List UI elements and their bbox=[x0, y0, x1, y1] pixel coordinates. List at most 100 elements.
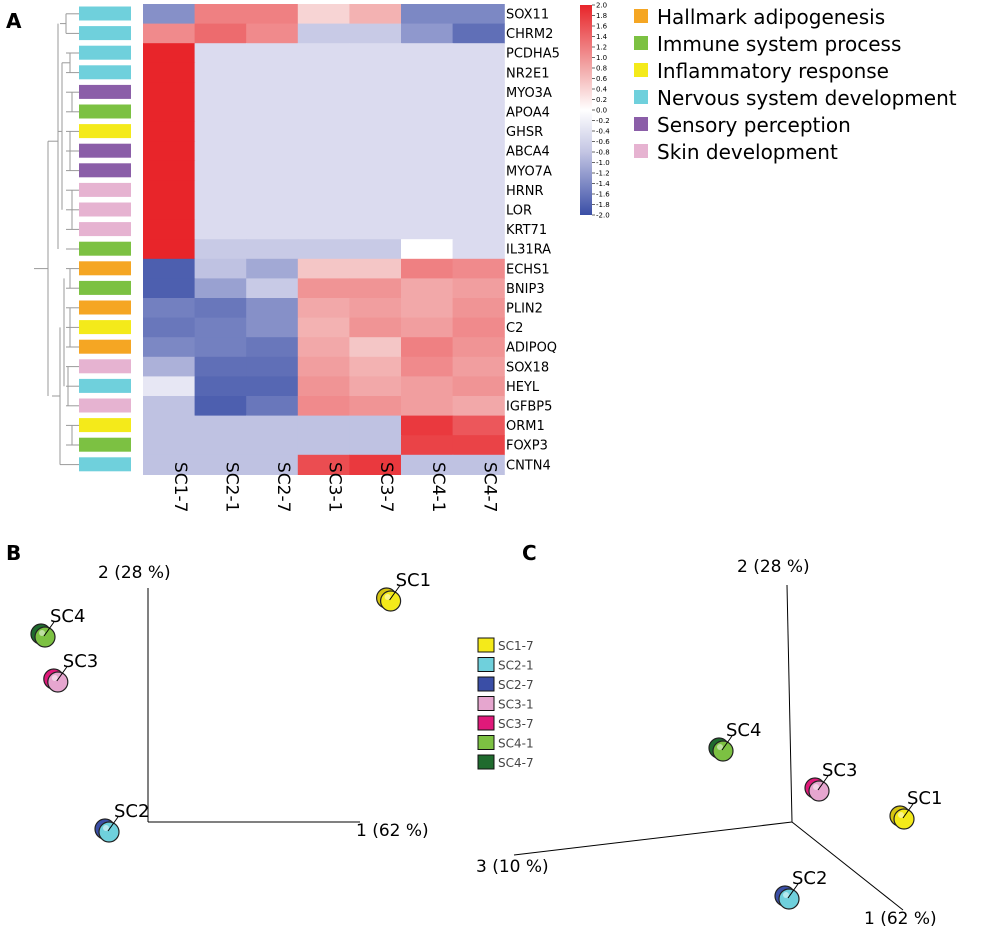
legend-swatch bbox=[634, 144, 648, 158]
heatmap-cell bbox=[194, 317, 247, 338]
heatmap-cell bbox=[297, 121, 350, 142]
heatmap-cell bbox=[452, 82, 505, 103]
colorbar-tick-label: -1.0 bbox=[596, 159, 610, 167]
heatmap-cell bbox=[349, 102, 402, 123]
heatmap-cell bbox=[246, 180, 299, 201]
heatmap-cell bbox=[143, 239, 196, 260]
row-dendrogram bbox=[34, 13, 79, 466]
heatmap-cell bbox=[297, 278, 350, 299]
sample-marker bbox=[804, 777, 830, 802]
colorbar-tick-label: 1.2 bbox=[596, 44, 607, 52]
heatmap-cell bbox=[452, 356, 505, 377]
sample-legend-swatch bbox=[477, 754, 495, 770]
heatmap-cell bbox=[401, 454, 454, 475]
panel-label-a: A bbox=[6, 9, 22, 33]
colorbar-tick-label: 0.6 bbox=[596, 75, 608, 83]
heatmap-cell bbox=[246, 82, 299, 103]
sample-legend-label: SC3-7 bbox=[498, 717, 534, 731]
sample-legend-swatch bbox=[477, 696, 495, 711]
pca3d-axis-1 bbox=[791, 821, 904, 911]
gene-label: NR2E1 bbox=[506, 66, 550, 81]
pca-2d-plot: 2 (28 %) 1 (62 %) SC1 SC4 SC3 SC2 bbox=[30, 563, 431, 843]
point-leader bbox=[902, 803, 914, 819]
point-leader bbox=[43, 621, 55, 637]
legend-label: Inflammatory response bbox=[657, 59, 889, 83]
heatmap-cell bbox=[143, 23, 196, 44]
legend-swatch bbox=[634, 36, 648, 50]
heatmap-cell bbox=[194, 180, 247, 201]
category-swatch bbox=[79, 320, 131, 335]
sample-legend-swatch bbox=[477, 735, 495, 750]
heatmap-cell bbox=[452, 454, 505, 475]
gene-label: C2 bbox=[506, 321, 523, 336]
heatmap-cell bbox=[401, 258, 454, 279]
heatmap-cell bbox=[452, 239, 505, 260]
heatmap-cell bbox=[297, 82, 350, 103]
heatmap-cell bbox=[194, 160, 247, 181]
heatmap-cell bbox=[452, 258, 505, 279]
heatmap-cell bbox=[452, 43, 505, 64]
category-swatch bbox=[79, 84, 131, 99]
heatmap-cell bbox=[401, 121, 454, 142]
heatmap-cell bbox=[246, 337, 299, 358]
gene-label: MYO3A bbox=[506, 86, 552, 101]
sample-label: SC1-7 bbox=[170, 462, 190, 512]
heatmap-cell bbox=[297, 102, 350, 123]
pca3d-points: SC4 SC3 SC1 SC2 bbox=[708, 720, 942, 910]
point-label: SC1 bbox=[396, 570, 431, 591]
point-leader bbox=[389, 585, 401, 601]
marker-sphere bbox=[98, 821, 120, 843]
heatmap-cell bbox=[401, 180, 454, 201]
heatmap-cell bbox=[246, 62, 299, 83]
heatmap-cell bbox=[401, 219, 454, 240]
heatmap-cell bbox=[452, 4, 505, 25]
category-swatch bbox=[79, 202, 131, 217]
heatmap-cell bbox=[246, 102, 299, 123]
gene-label: PCDHA5 bbox=[506, 47, 560, 62]
marker-highlight bbox=[783, 892, 789, 898]
legend-label: Immune system process bbox=[657, 32, 901, 56]
heatmap-cell bbox=[297, 376, 350, 397]
gene-label: PLIN2 bbox=[506, 302, 543, 317]
heatmap-cell bbox=[452, 23, 505, 44]
gene-label: IGFBP5 bbox=[506, 400, 552, 415]
heatmap-cell bbox=[401, 160, 454, 181]
category-swatch bbox=[79, 45, 131, 60]
heatmap-cell bbox=[452, 278, 505, 299]
category-swatch bbox=[79, 163, 131, 178]
heatmap-cell bbox=[349, 415, 402, 436]
heatmap-cell bbox=[349, 278, 402, 299]
heatmap-cell bbox=[143, 278, 196, 299]
heatmap-cell bbox=[194, 239, 247, 260]
category-swatch bbox=[79, 418, 131, 433]
heatmap-cell bbox=[452, 317, 505, 338]
heatmap-cell bbox=[194, 141, 247, 162]
heatmap-cell bbox=[349, 200, 402, 221]
sample-label: SC4-7 bbox=[479, 462, 499, 512]
heatmap-cell bbox=[246, 121, 299, 142]
heatmap-cell bbox=[401, 435, 454, 456]
heatmap-cell bbox=[246, 258, 299, 279]
heatmap-cell bbox=[143, 356, 196, 377]
sample-legend-label: SC2-7 bbox=[498, 678, 534, 692]
heatmap-cell bbox=[143, 121, 196, 142]
point-leader bbox=[107, 816, 119, 832]
heatmap-cell bbox=[246, 278, 299, 299]
heatmap-cell bbox=[452, 200, 505, 221]
legend-label: Skin development bbox=[657, 140, 838, 164]
point-label: SC4 bbox=[50, 606, 85, 627]
heatmap-cell bbox=[349, 4, 402, 25]
heatmap-cell bbox=[194, 376, 247, 397]
marker-sphere bbox=[380, 590, 402, 612]
legend-swatch bbox=[634, 9, 648, 23]
heatmap-cell bbox=[194, 121, 247, 142]
heatmap-cell bbox=[452, 376, 505, 397]
legend-swatch bbox=[634, 117, 648, 131]
heatmap-cell bbox=[246, 376, 299, 397]
heatmap-cell bbox=[194, 219, 247, 240]
point-label: SC2 bbox=[114, 801, 149, 822]
gene-label: BNIP3 bbox=[506, 282, 545, 297]
colorbar-tick-label: 1.4 bbox=[596, 33, 608, 41]
point-leader bbox=[721, 735, 733, 751]
category-swatch bbox=[79, 261, 131, 276]
